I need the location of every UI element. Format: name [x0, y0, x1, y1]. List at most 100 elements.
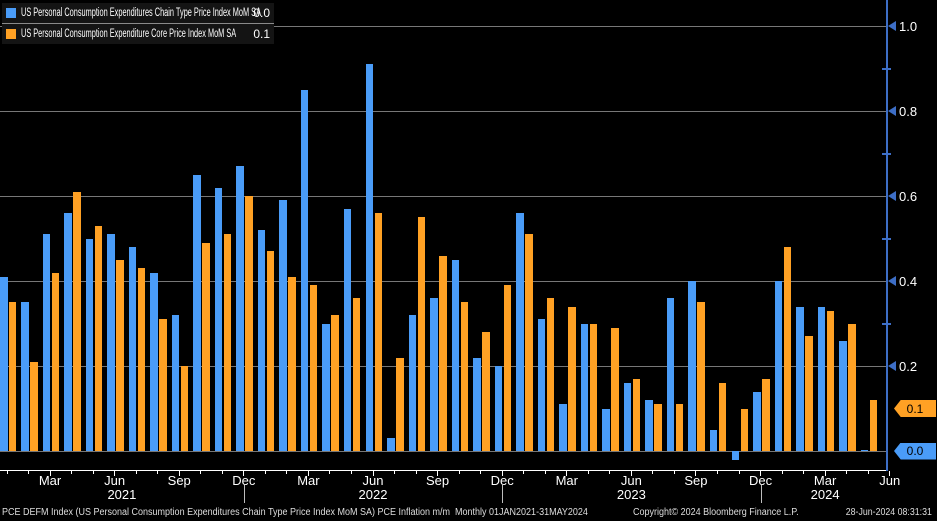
bar-headline-2022-04[interactable] — [322, 323, 330, 451]
y-axis-minor-tick — [882, 152, 891, 155]
bar-core-2021-09[interactable] — [180, 366, 189, 451]
bar-headline-2023-06[interactable] — [623, 383, 632, 451]
bar-core-2024-01[interactable] — [783, 247, 792, 451]
bar-core-2022-01[interactable] — [266, 251, 275, 451]
bar-core-2022-07[interactable] — [396, 357, 404, 451]
legend-item-headline-pce[interactable]: US Personal Consumption Expenditures Cha… — [2, 3, 274, 24]
bar-core-2023-06[interactable] — [632, 378, 641, 451]
bar-headline-2024-01[interactable] — [774, 281, 783, 451]
x-axis-tick — [846, 471, 848, 474]
bar-headline-2024-02[interactable] — [796, 306, 804, 451]
bar-headline-2022-03[interactable] — [300, 89, 309, 451]
bar-core-2024-04[interactable] — [848, 323, 856, 451]
bar-headline-2022-07[interactable] — [387, 438, 395, 451]
bar-core-2021-08[interactable] — [159, 319, 167, 451]
bar-headline-2022-10[interactable] — [451, 259, 460, 451]
bar-headline-2024-03[interactable] — [817, 306, 826, 451]
bar-headline-2023-08[interactable] — [666, 298, 675, 451]
bar-core-2022-12[interactable] — [503, 285, 512, 451]
bar-headline-2023-02[interactable] — [537, 319, 546, 451]
bar-headline-2023-12[interactable] — [753, 391, 761, 451]
bar-headline-2023-09[interactable] — [688, 281, 696, 451]
bar-core-2024-05[interactable] — [869, 400, 878, 451]
bar-headline-2021-03[interactable] — [42, 234, 51, 451]
bar-core-2022-09[interactable] — [439, 255, 447, 451]
bar-core-2021-02[interactable] — [30, 361, 38, 451]
bar-headline-2021-02[interactable] — [21, 302, 29, 451]
bar-core-2023-08[interactable] — [675, 404, 684, 451]
y-tick-text: 0.4 — [899, 273, 918, 289]
bar-core-2023-11[interactable] — [740, 408, 749, 451]
bar-headline-2021-12[interactable] — [236, 166, 244, 451]
bar-headline-2023-10[interactable] — [709, 429, 718, 451]
bar-core-2023-10[interactable] — [718, 383, 727, 451]
x-axis-tick — [415, 471, 417, 474]
axis-arrow-icon — [888, 21, 896, 31]
x-axis-year-label: 2023 — [616, 487, 646, 502]
bar-core-2022-10[interactable] — [460, 302, 469, 451]
bar-headline-2023-01[interactable] — [516, 213, 524, 451]
bar-headline-2022-09[interactable] — [430, 298, 438, 451]
bar-headline-2022-12[interactable] — [494, 366, 503, 451]
bar-headline-2021-09[interactable] — [171, 315, 180, 451]
bar-core-2023-01[interactable] — [525, 234, 533, 451]
bar-core-2021-04[interactable] — [73, 191, 81, 451]
bar-core-2021-03[interactable] — [51, 272, 60, 451]
bar-core-2023-02[interactable] — [546, 298, 555, 451]
bar-core-2022-03[interactable] — [309, 285, 318, 451]
bar-headline-2021-01[interactable] — [0, 276, 8, 451]
bar-core-2022-08[interactable] — [417, 217, 426, 451]
bar-core-2023-09[interactable] — [697, 302, 705, 451]
bar-headline-2022-05[interactable] — [343, 208, 352, 451]
x-axis-month-label: Sep — [426, 473, 450, 488]
bar-headline-2021-06[interactable] — [107, 234, 115, 451]
bar-headline-2022-02[interactable] — [279, 200, 287, 451]
bar-headline-2023-03[interactable] — [559, 404, 567, 451]
bar-headline-2021-07[interactable] — [128, 247, 137, 451]
bar-headline-2023-07[interactable] — [645, 400, 653, 451]
bar-headline-2022-08[interactable] — [408, 315, 417, 451]
bar-core-2024-02[interactable] — [805, 336, 813, 451]
x-axis-tick — [566, 471, 568, 476]
bar-headline-2022-01[interactable] — [257, 230, 266, 451]
bar-core-2022-06[interactable] — [374, 213, 382, 451]
bar-headline-2022-11[interactable] — [473, 357, 481, 451]
bar-core-2023-07[interactable] — [654, 404, 662, 451]
y-tick-text: 0.2 — [899, 358, 918, 374]
bar-core-2024-03[interactable] — [826, 310, 835, 451]
bar-core-2023-03[interactable] — [568, 306, 576, 451]
bar-core-2023-04[interactable] — [589, 323, 598, 451]
bar-core-2022-05[interactable] — [352, 298, 361, 451]
x-axis-tick — [307, 471, 309, 476]
bar-core-2021-11[interactable] — [223, 234, 232, 451]
y-axis-tick-label: 0.8 — [888, 102, 917, 120]
bar-headline-2021-11[interactable] — [214, 187, 223, 451]
bar-headline-2021-08[interactable] — [150, 272, 158, 451]
bar-headline-2021-10[interactable] — [193, 174, 201, 451]
bar-core-2021-06[interactable] — [116, 259, 124, 451]
status-bar: PCE DEFM Index (US Personal Consumption … — [0, 505, 937, 521]
bar-core-2022-02[interactable] — [288, 276, 296, 451]
bar-headline-2021-04[interactable] — [64, 213, 72, 451]
axis-arrow-icon — [888, 191, 896, 201]
bar-core-2023-12[interactable] — [762, 378, 770, 451]
legend-item-core-pce[interactable]: US Personal Consumption Expenditure Core… — [2, 24, 274, 44]
bar-core-2022-11[interactable] — [482, 332, 490, 451]
bar-core-2021-01[interactable] — [8, 302, 16, 451]
bar-headline-2023-04[interactable] — [580, 323, 589, 451]
bar-headline-2024-04[interactable] — [839, 340, 847, 451]
x-axis-line — [0, 470, 888, 471]
bar-core-2022-04[interactable] — [331, 315, 339, 451]
bar-core-2023-05[interactable] — [611, 327, 619, 451]
bar-headline-2022-06[interactable] — [365, 64, 373, 451]
bar-core-2021-10[interactable] — [202, 242, 210, 451]
headline-series-swatch-icon — [6, 8, 16, 18]
bar-headline-2024-05[interactable] — [860, 449, 869, 451]
bar-core-2021-12[interactable] — [245, 196, 253, 451]
bar-core-2021-05[interactable] — [94, 225, 103, 451]
bar-headline-2021-05[interactable] — [85, 238, 94, 451]
bar-headline-2023-05[interactable] — [602, 408, 610, 451]
bar-headline-2023-11[interactable] — [731, 451, 740, 460]
bar-core-2021-07[interactable] — [137, 268, 146, 451]
